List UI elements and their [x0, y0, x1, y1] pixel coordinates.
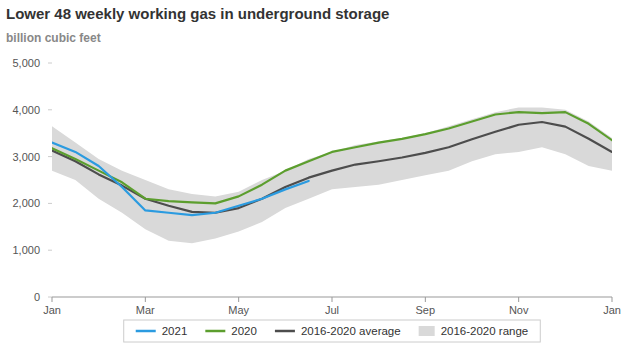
legend-swatch	[136, 330, 156, 333]
y-tick	[48, 109, 52, 110]
y-tick-label: 0	[34, 291, 40, 303]
legend-label: 2020	[231, 325, 257, 337]
legend-swatch	[275, 330, 295, 333]
x-tick-label: Sep	[416, 304, 436, 316]
x-tick-label: Jan	[43, 304, 61, 316]
x-tick	[332, 297, 333, 302]
x-tick	[238, 297, 239, 302]
legend-swatch	[205, 330, 225, 333]
x-tick	[612, 297, 613, 302]
legend-label: 2021	[162, 325, 188, 337]
legend-box	[124, 320, 541, 342]
series-line	[52, 112, 612, 203]
x-tick-label: Mar	[136, 304, 155, 316]
x-tick-label: Jul	[325, 304, 339, 316]
x-tick	[425, 297, 426, 302]
legend-label: 2016-2020 range	[441, 325, 529, 337]
series-line	[52, 122, 612, 213]
subtitle: billion cubic feet	[6, 31, 101, 45]
x-axis-line	[52, 297, 612, 298]
legend: 2021 2020 2016-2020 average 2016-2020 range	[124, 320, 541, 342]
legend-item: 2021	[136, 325, 188, 337]
legend-swatch	[419, 326, 435, 336]
plot-area	[52, 107, 612, 243]
y-tick-label: 5,000	[12, 57, 40, 69]
x-tick-label: Jan	[603, 304, 621, 316]
y-tick	[48, 250, 52, 251]
legend-label: 2016-2020 average	[301, 325, 401, 337]
y-tick	[48, 156, 52, 157]
legend-item: 2016-2020 range	[419, 325, 529, 337]
chart-svg: Lower 48 weekly working gas in undergrou…	[0, 0, 624, 348]
x-tick-label: May	[228, 304, 249, 316]
y-tick-label: 4,000	[12, 104, 40, 116]
y-tick	[48, 297, 52, 298]
y-tick-label: 1,000	[12, 244, 40, 256]
x-tick	[52, 297, 53, 302]
chart-container: Lower 48 weekly working gas in undergrou…	[0, 0, 624, 348]
legend-item: 2020	[205, 325, 257, 337]
y-tick	[48, 203, 52, 204]
y-tick-label: 2,000	[12, 197, 40, 209]
range-area	[52, 107, 612, 243]
x-tick	[145, 297, 146, 302]
y-tick	[48, 63, 52, 64]
title: Lower 48 weekly working gas in undergrou…	[6, 5, 389, 22]
legend-item: 2016-2020 average	[275, 325, 401, 337]
x-tick-label: Nov	[509, 304, 529, 316]
x-tick	[518, 297, 519, 302]
series-line	[52, 143, 309, 216]
y-tick-label: 3,000	[12, 151, 40, 163]
